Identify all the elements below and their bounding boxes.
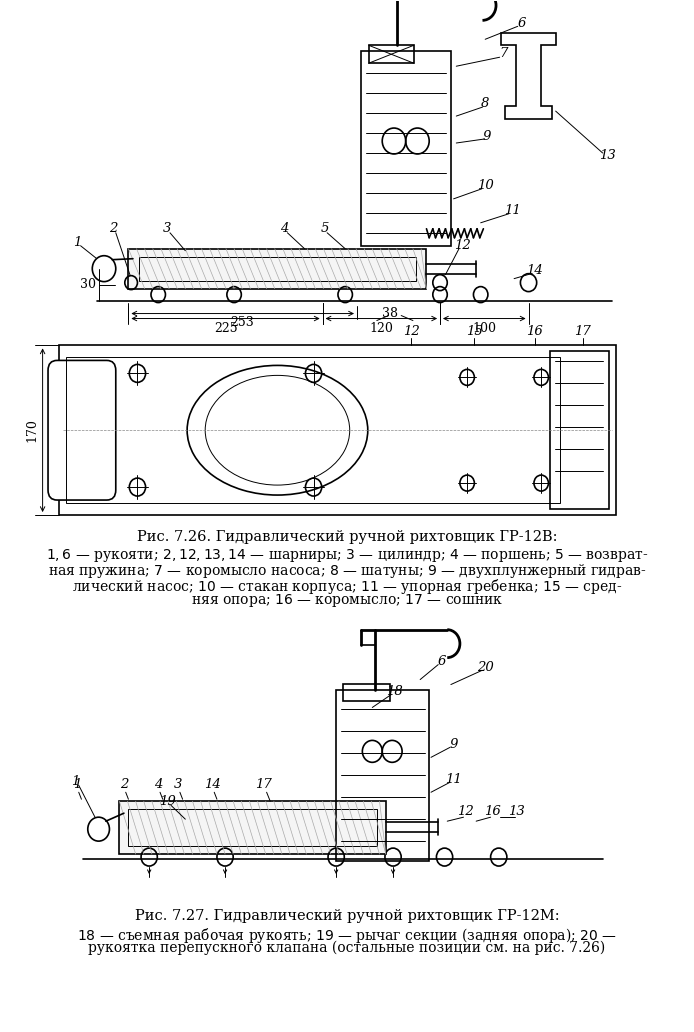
Text: Рис. 7.27. Гидравлический ручной рихтовщик ГР-12М:: Рис. 7.27. Гидравлический ручной рихтовщ… xyxy=(135,909,559,923)
Text: 8: 8 xyxy=(481,97,489,109)
Bar xyxy=(362,52,451,246)
Text: $\it{1, 6}$ — рукояти; $\it{2, 12, 13, 14}$ — шарниры; $\it{3}$ — цилиндр; $\it{: $\it{1, 6}$ — рукояти; $\it{2, 12, 13, 1… xyxy=(46,547,648,563)
Text: 9: 9 xyxy=(483,130,491,142)
Text: 2: 2 xyxy=(119,778,128,791)
Text: 2: 2 xyxy=(109,222,117,235)
Text: 13: 13 xyxy=(509,805,525,817)
Text: 9: 9 xyxy=(450,738,458,751)
Bar xyxy=(139,257,416,281)
Text: няя опора; $\it{16}$ — коромысло; $\it{17}$ — сошник: няя опора; $\it{16}$ — коромысло; $\it{1… xyxy=(191,591,503,609)
Text: 16: 16 xyxy=(527,325,543,338)
Text: 6: 6 xyxy=(438,655,446,668)
Text: 38: 38 xyxy=(382,308,398,320)
Text: 4: 4 xyxy=(280,222,289,235)
Text: 18: 18 xyxy=(387,685,403,698)
Text: 12: 12 xyxy=(457,805,474,817)
Text: 12: 12 xyxy=(403,325,419,338)
Text: 15: 15 xyxy=(466,325,483,338)
Text: Рис. 7.26. Гидравлический ручной рихтовщик ГР-12В:: Рис. 7.26. Гидравлический ручной рихтовщ… xyxy=(137,530,557,544)
Text: 3: 3 xyxy=(163,222,171,235)
Bar xyxy=(550,352,609,509)
Text: $\it{18}$ — съемная рабочая рукоять; $\it{19}$ — рычаг секции (задняя опора); $\: $\it{18}$ — съемная рабочая рукоять; $\i… xyxy=(77,926,617,945)
Text: 12: 12 xyxy=(455,239,471,252)
Text: 1: 1 xyxy=(73,778,81,791)
Bar xyxy=(336,689,429,861)
Text: 120: 120 xyxy=(369,322,393,335)
Text: 19: 19 xyxy=(159,795,176,808)
Text: 11: 11 xyxy=(446,773,462,785)
Bar xyxy=(128,809,377,846)
Text: 225: 225 xyxy=(214,322,237,335)
Text: 10: 10 xyxy=(477,180,493,192)
Text: 4: 4 xyxy=(154,778,162,791)
Bar xyxy=(344,683,390,702)
Bar xyxy=(66,357,560,503)
Polygon shape xyxy=(502,33,556,119)
Text: 5: 5 xyxy=(320,222,328,235)
Text: 253: 253 xyxy=(230,316,254,329)
Text: 100: 100 xyxy=(473,322,496,335)
Bar xyxy=(59,346,616,515)
Text: 1: 1 xyxy=(73,236,81,250)
Bar xyxy=(369,45,414,63)
Text: 1: 1 xyxy=(71,775,79,787)
Text: 7: 7 xyxy=(499,46,507,60)
Text: 17: 17 xyxy=(575,325,591,338)
Bar xyxy=(119,801,386,854)
Text: 170: 170 xyxy=(25,418,38,442)
Text: 14: 14 xyxy=(527,264,543,278)
Text: 30: 30 xyxy=(80,279,96,291)
Text: ная пружина; $\it{7}$ — коромысло насоса; $\it{8}$ — шатуны; $\it{9}$ — двухплун: ная пружина; $\it{7}$ — коромысло насоса… xyxy=(48,561,646,580)
Text: 3: 3 xyxy=(174,778,183,791)
Bar xyxy=(128,249,427,289)
Text: 14: 14 xyxy=(204,778,221,791)
Text: лический насос; $\it{10}$ — стакан корпуса; $\it{11}$ — упорная гребенка; $\it{1: лический насос; $\it{10}$ — стакан корпу… xyxy=(72,577,622,595)
Text: 13: 13 xyxy=(599,150,616,162)
Text: 17: 17 xyxy=(255,778,272,791)
Text: 11: 11 xyxy=(504,204,520,218)
FancyBboxPatch shape xyxy=(48,360,116,501)
Text: рукоятка перепускного клапана (остальные позиции см. на рис. 7.26): рукоятка перепускного клапана (остальные… xyxy=(88,941,606,956)
Text: 20: 20 xyxy=(477,662,493,674)
Text: 6: 6 xyxy=(517,17,525,30)
Text: 16: 16 xyxy=(484,805,501,817)
